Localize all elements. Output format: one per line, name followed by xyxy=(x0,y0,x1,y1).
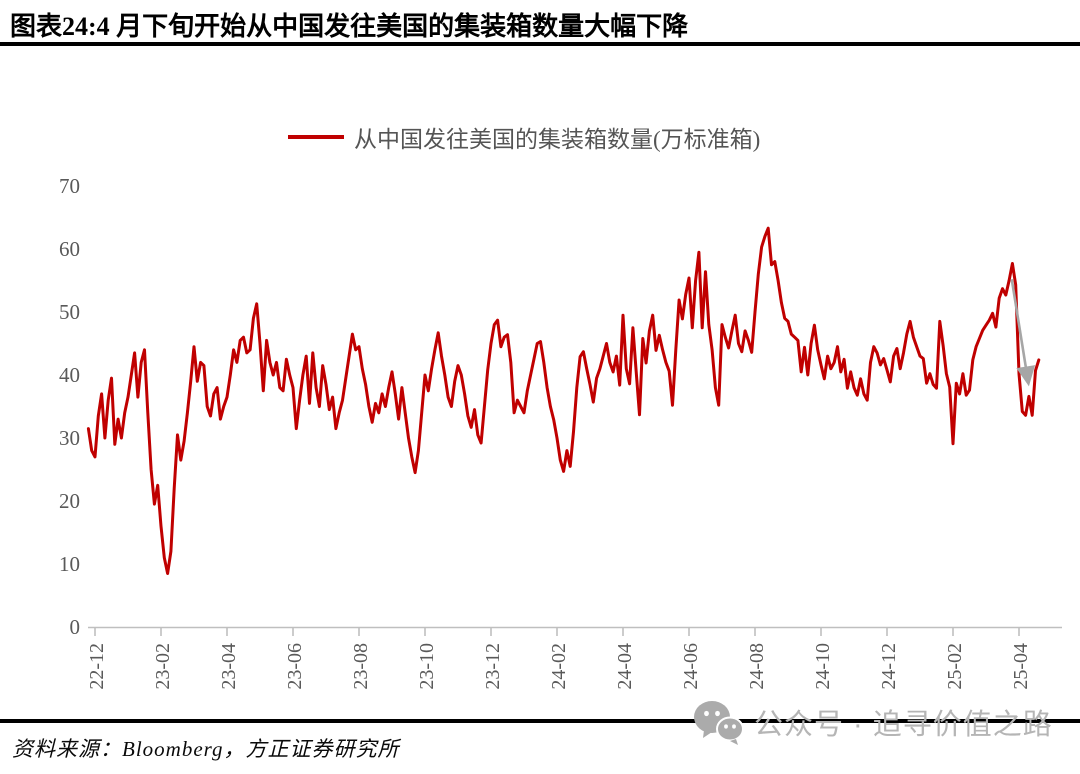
x-tick-label: 24-10 xyxy=(812,643,834,690)
x-tick-label: 24-08 xyxy=(746,643,768,690)
x-tick-label: 23-02 xyxy=(152,643,174,690)
x-tick-label: 23-10 xyxy=(416,643,438,690)
x-tick-label: 25-02 xyxy=(944,643,966,690)
title-divider xyxy=(0,42,1080,46)
legend-label: 从中国发往美国的集装箱数量(万标准箱) xyxy=(354,127,761,152)
x-tick-label: 24-12 xyxy=(878,643,900,690)
x-tick-label: 23-04 xyxy=(218,643,240,690)
x-tick-label: 25-04 xyxy=(1010,643,1032,690)
y-tick-label: 0 xyxy=(70,615,81,639)
y-tick-label: 30 xyxy=(59,426,80,450)
drop-arrow-shaft xyxy=(1010,279,1029,375)
figure-title: 图表24:4 月下旬开始从中国发往美国的集装箱数量大幅下降 xyxy=(10,12,689,41)
x-tick-label: 23-06 xyxy=(284,643,306,690)
x-tick-label: 24-02 xyxy=(548,643,570,690)
series-line xyxy=(86,226,1041,575)
y-tick-label: 50 xyxy=(59,300,80,324)
footer-divider xyxy=(0,719,1080,723)
y-tick-label: 10 xyxy=(59,552,80,576)
chart-legend: 从中国发往美国的集装箱数量(万标准箱) xyxy=(288,120,760,154)
y-tick-label: 60 xyxy=(59,237,80,261)
x-tick-label: 22-12 xyxy=(86,643,108,690)
x-tick-label: 23-12 xyxy=(482,643,504,690)
y-tick-label: 70 xyxy=(59,174,80,198)
legend-line-swatch xyxy=(288,134,344,140)
source-note: 资料来源：Bloomberg，方正证券研究所 xyxy=(12,737,400,761)
wechat-icon xyxy=(694,701,744,745)
watermark: 公众号 · 追寻价值之路 xyxy=(690,697,1053,747)
x-tick-label: 23-08 xyxy=(350,643,372,690)
x-tick-label: 24-06 xyxy=(680,643,702,690)
drop-arrow-head xyxy=(1016,365,1036,387)
y-tick-label: 40 xyxy=(59,363,80,387)
watermark-text: 公众号 · 追寻价值之路 xyxy=(754,709,1053,741)
y-tick-label: 20 xyxy=(59,489,80,513)
x-tick-label: 24-04 xyxy=(614,643,636,690)
